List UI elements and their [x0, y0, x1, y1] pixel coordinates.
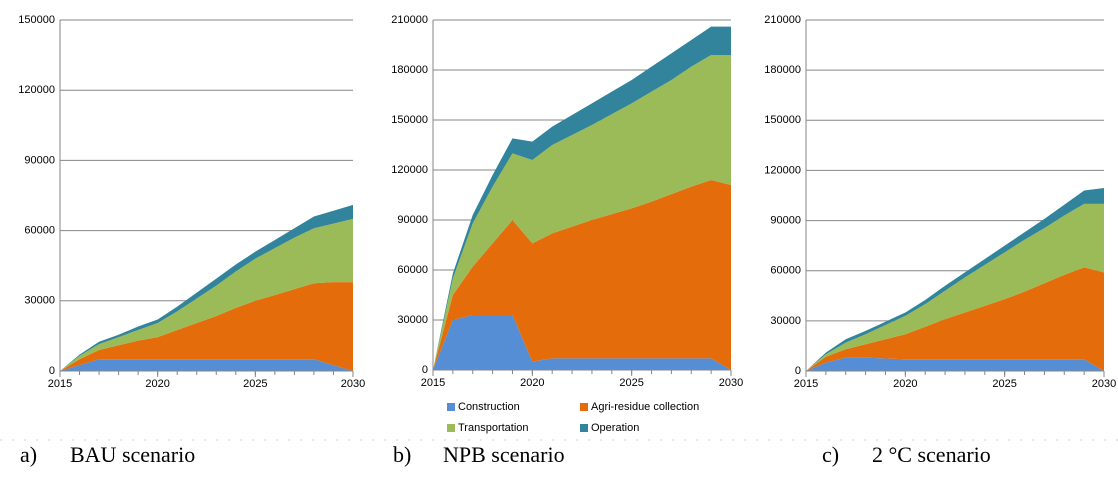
y-tick-label: 150000	[18, 14, 55, 26]
area	[433, 315, 731, 370]
caption-title: BAU scenario	[70, 442, 195, 467]
legend-swatch	[447, 424, 455, 432]
y-tick-label: 0	[795, 365, 801, 377]
y-tick-label: 150000	[391, 114, 428, 126]
y-tick-label: 60000	[770, 265, 801, 277]
y-tick-label: 120000	[764, 164, 801, 176]
y-tick-label: 150000	[764, 114, 801, 126]
y-tick-label: 90000	[24, 154, 55, 166]
y-tick-label: 90000	[770, 214, 801, 226]
x-tick-label: 2020	[145, 378, 169, 390]
area	[60, 359, 353, 371]
x-tick-label: 2020	[893, 378, 917, 390]
legend-swatch	[580, 403, 588, 411]
caption-title: NPB scenario	[443, 442, 565, 467]
area	[433, 180, 731, 370]
legend-label: Construction	[458, 401, 520, 413]
y-tick-label: 90000	[397, 214, 428, 226]
x-tick-label: 2030	[719, 377, 743, 389]
x-tick-label: 2025	[619, 377, 643, 389]
legend-label: Agri-residue collection	[591, 401, 699, 413]
area	[60, 218, 353, 371]
y-tick-label: 30000	[397, 314, 428, 326]
caption-label: c)	[822, 442, 839, 467]
y-tick-label: 60000	[24, 225, 55, 237]
legend-label: Operation	[591, 422, 639, 434]
legend-label: Transportation	[458, 422, 529, 434]
x-tick-label: 2030	[1092, 378, 1116, 390]
area	[806, 187, 1104, 371]
area	[60, 282, 353, 371]
x-tick-label: 2025	[243, 378, 267, 390]
y-tick-label: 0	[422, 364, 428, 376]
area	[60, 204, 353, 371]
area	[806, 357, 1104, 371]
x-tick-label: 2015	[421, 377, 445, 389]
y-tick-label: 60000	[397, 264, 428, 276]
x-tick-label: 2030	[341, 378, 365, 390]
y-tick-label: 210000	[391, 14, 428, 26]
y-tick-label: 120000	[391, 164, 428, 176]
legend-swatch	[447, 403, 455, 411]
x-tick-label: 2015	[48, 378, 72, 390]
caption-label: b)	[393, 442, 411, 467]
y-tick-label: 30000	[770, 315, 801, 327]
y-tick-label: 0	[49, 365, 55, 377]
caption-title: 2 °C scenario	[872, 442, 991, 467]
x-tick-label: 2020	[520, 377, 544, 389]
area	[806, 267, 1104, 371]
area	[433, 55, 731, 370]
y-tick-label: 30000	[24, 295, 55, 307]
y-tick-label: 180000	[391, 64, 428, 76]
x-tick-label: 2025	[992, 378, 1016, 390]
caption-label: a)	[20, 442, 37, 467]
y-tick-label: 120000	[18, 84, 55, 96]
x-tick-label: 2015	[794, 378, 818, 390]
area	[806, 203, 1104, 371]
y-tick-label: 180000	[764, 64, 801, 76]
legend-swatch	[580, 424, 588, 432]
y-tick-label: 210000	[764, 14, 801, 26]
